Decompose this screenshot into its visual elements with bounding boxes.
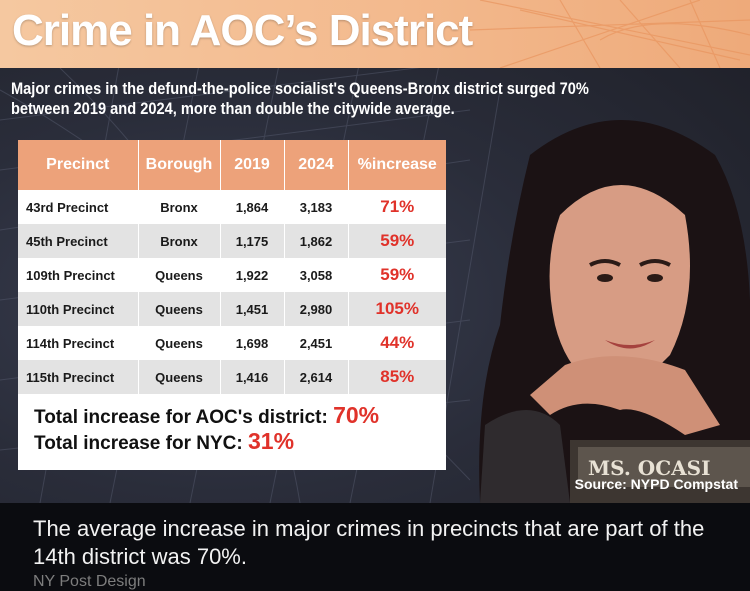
crimes-2019-cell: 1,922	[219, 258, 284, 292]
column-header-2024: 2024	[283, 140, 348, 190]
column-header-borough: Borough	[137, 140, 220, 190]
crimes-2024-cell: 2,980	[283, 292, 348, 326]
table-row: 109th Precinct Queens 1,922 3,058 59%	[18, 258, 446, 292]
table-row: 114th Precinct Queens 1,698 2,451 44%	[18, 326, 446, 360]
page-title: Crime in AOC’s District	[12, 6, 473, 55]
table-row: 110th Precinct Queens 1,451 2,980 105%	[18, 292, 446, 326]
nameplate-text: MS. OCASI	[588, 456, 710, 480]
crimes-2024-cell: 3,058	[283, 258, 348, 292]
crimes-2024-cell: 1,862	[283, 224, 348, 258]
borough-cell: Queens	[137, 292, 220, 326]
table-header-row: Precinct Borough 2019 2024 %increase	[18, 140, 446, 190]
borough-cell: Queens	[137, 326, 220, 360]
increase-cell: 105%	[347, 292, 446, 326]
crimes-2019-cell: 1,451	[219, 292, 284, 326]
column-header-precinct: Precinct	[18, 140, 138, 190]
precinct-cell: 45th Precinct	[18, 224, 138, 258]
borough-cell: Queens	[137, 360, 220, 394]
increase-cell: 44%	[347, 326, 446, 360]
increase-cell: 59%	[347, 224, 446, 258]
caption-text: The average increase in major crimes in …	[33, 516, 705, 569]
district-total-value: 70%	[333, 402, 380, 428]
crimes-2019-cell: 1,175	[219, 224, 284, 258]
precinct-cell: 114th Precinct	[18, 326, 138, 360]
crimes-2019-cell: 1,416	[219, 360, 284, 394]
increase-cell: 85%	[347, 360, 446, 394]
borough-cell: Queens	[137, 258, 220, 292]
portrait-photo: MS. OCASI	[479, 120, 750, 503]
crimes-2019-cell: 1,698	[219, 326, 284, 360]
crimes-2024-cell: 2,614	[283, 360, 348, 394]
source-credit: Source: NYPD Compstat	[574, 476, 738, 492]
subtitle: Major crimes in the defund-the-police so…	[11, 79, 589, 118]
precinct-cell: 110th Precinct	[18, 292, 138, 326]
infographic: Crime in AOC’s District Major crimes in …	[0, 0, 750, 503]
column-header-increase: %increase	[347, 140, 446, 190]
borough-cell: Bronx	[137, 190, 220, 224]
crimes-2019-cell: 1,864	[219, 190, 284, 224]
increase-cell: 59%	[347, 258, 446, 292]
precinct-cell: 43rd Precinct	[18, 190, 138, 224]
district-total-label: Total increase for AOC's district:	[34, 407, 328, 428]
crime-table-card: Precinct Borough 2019 2024 %increase 43r…	[18, 140, 446, 470]
crimes-2024-cell: 3,183	[283, 190, 348, 224]
nyc-total-value: 31%	[247, 428, 295, 454]
design-credit: NY Post Design	[33, 573, 146, 590]
caption-area: The average increase in major crimes in …	[0, 503, 750, 590]
precinct-cell: 115th Precinct	[18, 360, 138, 394]
banner-map-texture	[469, 0, 750, 68]
crime-table: Precinct Borough 2019 2024 %increase 43r…	[18, 140, 446, 394]
torn-paper-edge	[18, 450, 446, 467]
increase-cell: 71%	[347, 190, 446, 224]
totals-block: Total increase for AOC's district: 70% T…	[34, 402, 379, 454]
nyc-total-line: Total increase for NYC: 31%	[34, 428, 379, 454]
title-banner: Crime in AOC’s District	[0, 0, 750, 68]
table-row: 45th Precinct Bronx 1,175 1,862 59%	[18, 224, 446, 258]
column-header-2019: 2019	[219, 140, 284, 190]
borough-cell: Bronx	[137, 224, 220, 258]
district-total-line: Total increase for AOC's district: 70%	[34, 402, 379, 428]
precinct-cell: 109th Precinct	[18, 258, 138, 292]
nyc-total-label: Total increase for NYC:	[34, 433, 243, 454]
table-row: 115th Precinct Queens 1,416 2,614 85%	[18, 360, 446, 394]
table-row: 43rd Precinct Bronx 1,864 3,183 71%	[18, 190, 446, 224]
crimes-2024-cell: 2,451	[283, 326, 348, 360]
